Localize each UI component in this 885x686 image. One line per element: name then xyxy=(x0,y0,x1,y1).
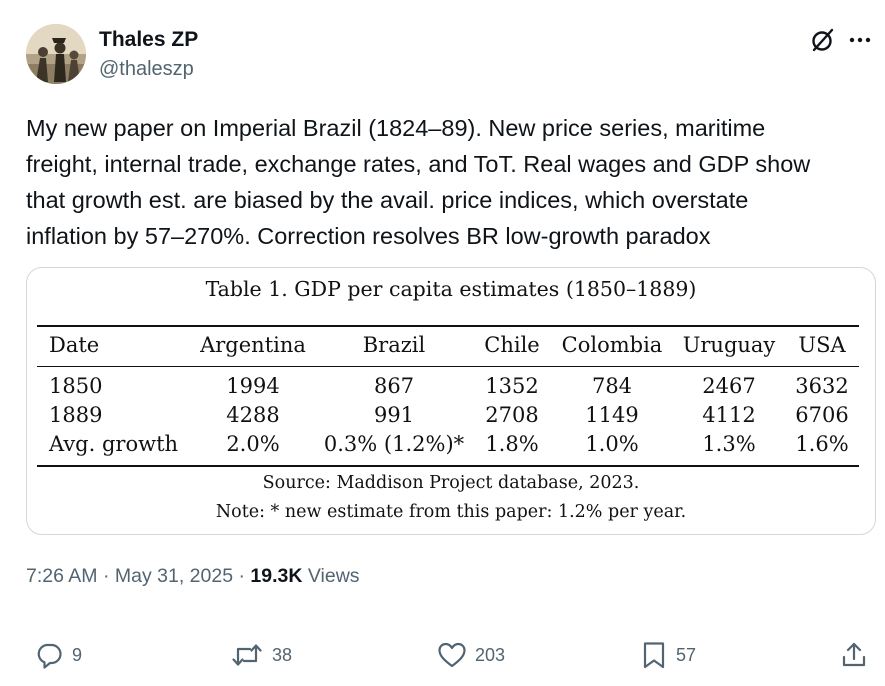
media-card[interactable]: Table 1. GDP per capita estimates (1850–… xyxy=(26,267,876,535)
table-header-chile: Chile xyxy=(484,333,540,357)
table-cell: 2467 xyxy=(702,374,756,398)
post-time[interactable]: 7:26 AM xyxy=(26,565,98,587)
more-options-button[interactable] xyxy=(846,26,874,54)
table-cell: 4288 xyxy=(226,403,280,427)
bookmark-count: 57 xyxy=(676,644,697,665)
table-cell: 1850 xyxy=(49,374,103,398)
meta-separator: · xyxy=(102,565,110,587)
bookmark-icon xyxy=(643,642,665,669)
tweet-text-line: that growth est. are biased by the avail… xyxy=(26,187,749,213)
table-header-usa: USA xyxy=(798,333,846,357)
post-date[interactable]: May 31, 2025 xyxy=(114,565,234,587)
table-cell: 2.0% xyxy=(226,432,280,456)
table-source: Source: Maddison Project database, 2023. xyxy=(262,473,640,493)
table-cell: 1889 xyxy=(49,403,103,427)
table-cell: 6706 xyxy=(795,403,849,427)
table-note: Note: * new estimate from this paper: 1.… xyxy=(215,502,687,522)
table-cell: 991 xyxy=(373,403,415,427)
tweet-text-line: freight, internal trade, exchange rates,… xyxy=(26,151,811,177)
table-cell: 784 xyxy=(591,374,633,398)
table-header-colombia: Colombia xyxy=(561,333,663,357)
table-cell: 2708 xyxy=(485,403,539,427)
meta-separator: · xyxy=(238,565,245,587)
grok-icon xyxy=(812,28,834,52)
table-cell: 1.8% xyxy=(485,432,539,456)
table-cell: 0.3% (1.2%)* xyxy=(323,432,465,456)
repost-icon xyxy=(232,644,262,666)
avatar-image-icon xyxy=(26,24,86,84)
bookmark-button[interactable]: 57 xyxy=(640,638,696,672)
author-name[interactable]: Thales ZP xyxy=(99,28,199,51)
table-cell: 1.3% xyxy=(702,432,756,456)
table-mid-rule xyxy=(37,366,859,367)
tweet-text-line: My new paper on Imperial Brazil (1824–89… xyxy=(26,115,766,141)
table-bottom-rule xyxy=(37,465,859,467)
table-cell: 1994 xyxy=(226,374,280,398)
table-cell: 3632 xyxy=(795,374,849,398)
table-header-uruguay: Uruguay xyxy=(682,333,776,357)
share-icon xyxy=(842,642,866,667)
ellipsis-icon xyxy=(849,37,871,43)
table-cell: 4112 xyxy=(702,403,756,427)
views-count[interactable]: 19.3K xyxy=(250,565,303,587)
timestamp-row: 7:26 AM · May 31, 2025 · 19.3K Views xyxy=(26,565,360,588)
table-cell: 1149 xyxy=(585,403,639,427)
reply-count: 9 xyxy=(72,644,83,665)
table-cell: 867 xyxy=(373,374,415,398)
tweet-text-line: inflation by 57–270%. Correction resolve… xyxy=(26,223,711,249)
table-header-brazil: Brazil xyxy=(362,333,426,357)
avatar[interactable] xyxy=(26,24,86,84)
reply-button[interactable]: 9 xyxy=(34,638,82,672)
table-header-argentina: Argentina xyxy=(200,333,306,357)
table-caption: Table 1. GDP per capita estimates (1850–… xyxy=(205,277,697,301)
table-cell: 1352 xyxy=(485,374,539,398)
repost-count: 38 xyxy=(272,644,293,665)
table-header-date: Date xyxy=(49,333,100,357)
table-top-rule xyxy=(37,325,859,327)
grok-button[interactable] xyxy=(809,26,837,54)
reply-icon xyxy=(37,643,62,669)
table-cell: 1.6% xyxy=(795,432,849,456)
share-button[interactable] xyxy=(839,638,869,672)
views-label: Views xyxy=(307,565,360,587)
repost-button[interactable]: 38 xyxy=(230,638,292,672)
table-cell: Avg. growth xyxy=(49,432,179,456)
table-cell: 1.0% xyxy=(585,432,639,456)
like-button[interactable]: 203 xyxy=(437,638,505,672)
tweet-text: My new paper on Imperial Brazil (1824–89… xyxy=(26,110,871,254)
heart-icon xyxy=(438,642,466,668)
author-handle[interactable]: @thaleszp xyxy=(99,58,194,80)
like-count: 203 xyxy=(475,644,506,665)
